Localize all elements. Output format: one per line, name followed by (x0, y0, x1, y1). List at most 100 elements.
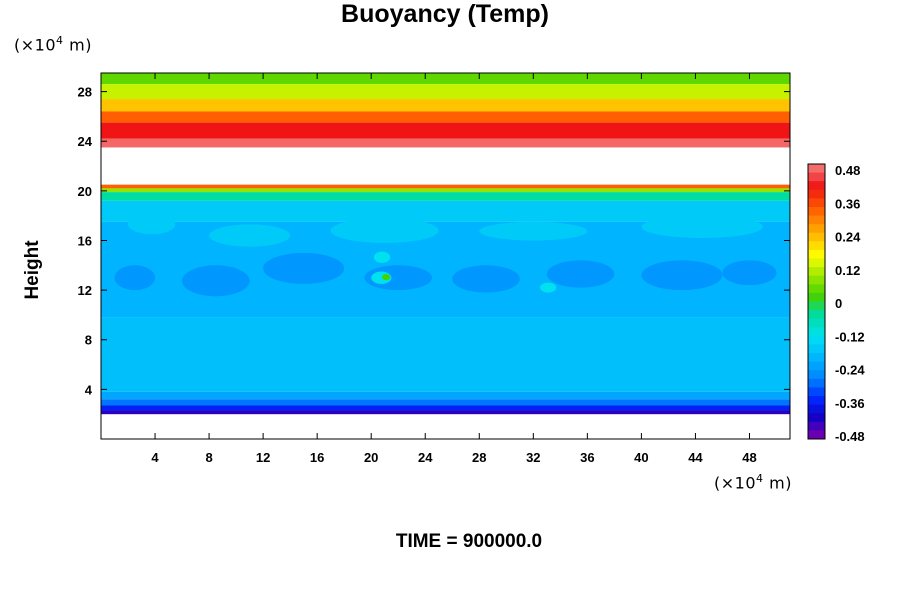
colorbar-swatch (808, 396, 825, 406)
colorbar-swatch (808, 275, 825, 285)
colorbar-label: -0.12 (835, 329, 865, 344)
field-patch (182, 265, 250, 297)
field-patch (722, 260, 777, 286)
field-patch (479, 221, 588, 241)
colorbar-label: 0.12 (835, 263, 860, 278)
colorbar-swatch (808, 318, 825, 328)
field-patch (540, 282, 557, 293)
y-tick-label: 28 (78, 85, 92, 100)
field-patch (209, 224, 291, 247)
y-tick-label: 16 (78, 233, 92, 248)
colorbar-swatch (808, 387, 825, 397)
colorbar-swatch (808, 181, 825, 191)
field-patch (546, 260, 615, 288)
x-tick-label: 24 (418, 450, 433, 465)
field-layer (101, 200, 790, 222)
colorbar-swatch (808, 327, 825, 337)
colorbar-swatch (808, 370, 825, 380)
x-tick-label: 40 (634, 450, 648, 465)
buoyancy-field (101, 73, 790, 415)
colorbar-swatch (808, 404, 825, 414)
field-layer (101, 84, 790, 100)
colorbar-swatch (808, 310, 825, 320)
plot-frame (100, 72, 791, 440)
colorbar-swatch (808, 232, 825, 242)
colorbar-swatch (808, 378, 825, 388)
field-patch (382, 273, 391, 281)
colorbar-swatch (808, 335, 825, 345)
field-layer (101, 138, 790, 148)
colorbar-swatch (808, 215, 825, 225)
field-layer (101, 111, 790, 123)
colorbar-swatch (808, 224, 825, 234)
y-axis-unit: (×104 m) (14, 34, 92, 55)
y-tick-label: 24 (78, 134, 93, 149)
colorbar-swatch (808, 344, 825, 354)
field-layer (101, 184, 790, 189)
x-tick-label: 48 (742, 450, 756, 465)
x-axis: 4 8 12 16 20 24 28 32 36 40 44 48 (151, 73, 757, 465)
x-tick-label: 32 (526, 450, 540, 465)
colorbar-swatch (808, 241, 825, 251)
field-layer (101, 73, 790, 85)
colorbar-swatch (808, 284, 825, 294)
colorbar: 0.48 0.36 0.24 0.12 0 -0.12 -0.24 -0.36 -0.48 (807, 163, 865, 444)
field-patch (114, 265, 156, 291)
x-tick-label: 4 (151, 450, 159, 465)
field-patch (641, 215, 763, 239)
colorbar-swatch (808, 189, 825, 199)
colorbar-swatch (808, 172, 825, 182)
field-patch (373, 251, 391, 263)
y-tick-label: 8 (85, 333, 92, 348)
x-tick-label: 36 (580, 450, 594, 465)
colorbar-label: 0.48 (835, 163, 860, 178)
colorbar-swatch (808, 421, 825, 431)
y-tick-label: 12 (78, 283, 92, 298)
y-tick-label: 4 (85, 382, 93, 397)
field-layer (101, 399, 790, 406)
colorbar-label: 0 (835, 296, 842, 311)
field-patch (330, 218, 439, 243)
field-layer (101, 317, 790, 392)
field-layer (101, 122, 790, 139)
colorbar-label: 0.36 (835, 196, 860, 211)
x-axis-unit: (×104 m) (714, 472, 792, 493)
field-layer (101, 188, 790, 193)
colorbar-swatch (808, 258, 825, 268)
time-label: TIME = 900000.0 (395, 531, 543, 552)
x-tick-label: 8 (205, 450, 212, 465)
colorbar-swatch (808, 301, 825, 311)
chart-title: Buoyancy (Temp) (341, 0, 549, 28)
colorbar-swatch (808, 292, 825, 302)
colorbar-border (807, 163, 826, 440)
colorbar-swatch (808, 267, 825, 277)
colorbar-swatch (808, 430, 825, 440)
x-tick-label: 44 (688, 450, 703, 465)
field-layer (101, 192, 790, 201)
field-patch (641, 260, 723, 291)
y-axis: 4 8 12 16 20 24 28 (78, 85, 790, 397)
x-tick-label: 20 (364, 450, 378, 465)
field-layer (101, 391, 790, 400)
colorbar-label: -0.48 (835, 429, 865, 444)
colorbar-swatch (808, 164, 825, 174)
colorbar-swatch (808, 198, 825, 208)
colorbar-swatch (808, 361, 825, 371)
colorbar-swatch (808, 249, 825, 260)
plot-border (100, 72, 791, 440)
x-tick-label: 16 (310, 450, 324, 465)
field-layer (101, 410, 790, 415)
field-patch (452, 265, 520, 293)
colorbar-label: 0.24 (835, 230, 861, 245)
colorbar-label: -0.36 (835, 396, 865, 411)
field-layer (101, 405, 790, 411)
y-tick-label: 20 (78, 184, 92, 199)
colorbar-swatch (808, 353, 825, 363)
x-tick-label: 28 (472, 450, 486, 465)
colorbar-swatch (808, 206, 825, 217)
field-patch (263, 252, 345, 284)
colorbar-label: -0.24 (835, 363, 865, 378)
field-patch (128, 214, 176, 235)
x-tick-label: 12 (256, 450, 270, 465)
